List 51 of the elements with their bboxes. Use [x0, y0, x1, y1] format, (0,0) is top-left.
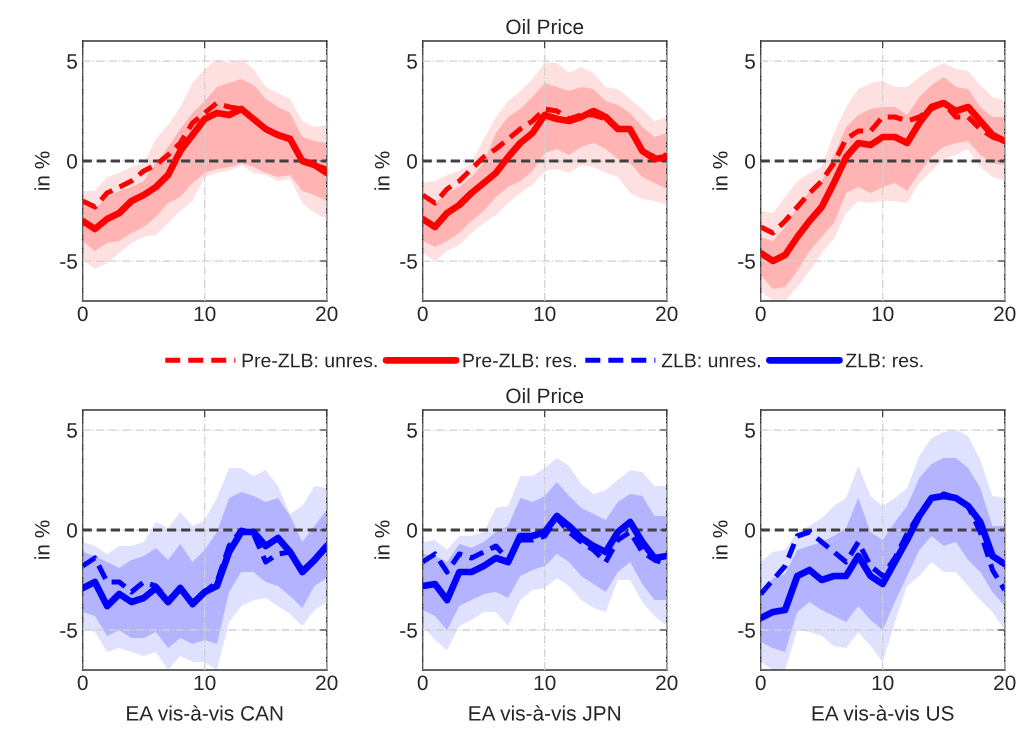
x-tick-label: 10 [872, 306, 894, 322]
y-tick-label: -5 [738, 623, 755, 638]
legend-label: Pre-ZLB: res. [463, 353, 576, 368]
y-tick-label: 5 [745, 54, 755, 69]
legend-label: ZLB: unres. [661, 353, 760, 368]
y-tick-label: -5 [738, 254, 755, 269]
y-axis-title: in % [712, 151, 728, 190]
x-tick-label: 20 [656, 675, 678, 691]
y-tick-label: -5 [60, 623, 77, 638]
y-tick-label: 0 [67, 523, 78, 538]
x-tick-label: 10 [194, 675, 216, 691]
y-tick-label: 0 [67, 154, 78, 169]
y-tick-label: 0 [745, 154, 756, 169]
y-axis-title: in % [374, 520, 390, 559]
y-tick-label: -5 [60, 254, 77, 269]
chart-title: Oil Price [506, 387, 584, 404]
legend-label: Pre-ZLB: unres. [242, 353, 377, 368]
x-tick-label: 0 [417, 306, 428, 322]
x-axis-title: EA vis-à-vis CAN [127, 705, 283, 721]
x-tick-label: 0 [417, 675, 428, 691]
x-tick-label: 20 [316, 306, 338, 322]
x-tick-label: 20 [316, 675, 338, 691]
x-tick-label: 0 [755, 306, 766, 322]
y-tick-label: 0 [407, 154, 418, 169]
y-tick-label: -5 [400, 623, 417, 638]
x-tick-label: 0 [755, 675, 766, 691]
x-tick-label: 20 [994, 675, 1016, 691]
y-tick-label: 0 [407, 523, 418, 538]
y-axis-title: in % [34, 151, 50, 190]
y-tick-label: 5 [67, 423, 77, 438]
x-tick-label: 10 [194, 306, 216, 322]
x-tick-label: 20 [656, 306, 678, 322]
y-axis-title: in % [374, 151, 390, 190]
x-tick-label: 10 [534, 675, 556, 691]
x-tick-label: 10 [872, 675, 894, 691]
x-tick-label: 10 [534, 306, 556, 322]
x-tick-label: 0 [77, 675, 88, 691]
y-axis-title: in % [34, 520, 50, 559]
x-tick-label: 20 [994, 306, 1016, 322]
y-tick-label: 5 [745, 423, 755, 438]
x-axis-title: EA vis-à-vis US [812, 705, 954, 721]
y-tick-label: 5 [407, 423, 417, 438]
chart-title: Oil Price [506, 18, 584, 35]
x-axis-title: EA vis-à-vis JPN [469, 705, 620, 721]
y-axis-title: in % [712, 520, 728, 559]
y-tick-label: -5 [400, 254, 417, 269]
y-tick-label: 0 [745, 523, 756, 538]
y-tick-label: 5 [407, 54, 417, 69]
legend-label: ZLB: res. [845, 353, 923, 368]
y-tick-label: 5 [67, 54, 77, 69]
x-tick-label: 0 [77, 306, 88, 322]
